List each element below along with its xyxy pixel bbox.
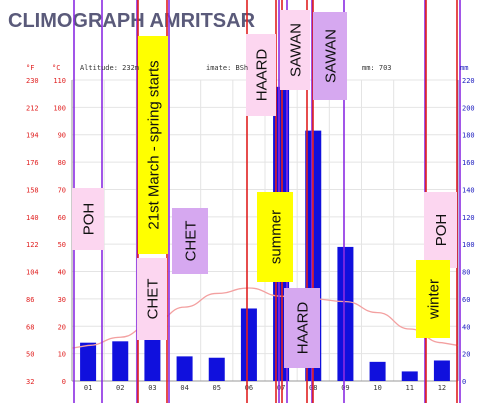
y-tick-mm: 80: [462, 269, 470, 277]
y-tick-celsius: 10: [58, 351, 66, 359]
y-tick-celsius: 0: [62, 378, 66, 386]
precip-bar: [240, 308, 257, 381]
y-tick-fahrenheit: 176: [26, 159, 39, 167]
season-annotation-label: HAARD: [294, 302, 311, 355]
y-tick-mm: 220: [462, 77, 475, 85]
y-tick-fahrenheit: 104: [26, 269, 39, 277]
season-annotation-box: [313, 12, 347, 100]
y-tick-mm: 160: [462, 159, 475, 167]
y-tick-mm: 20: [462, 351, 470, 359]
y-tick-mm: 120: [462, 214, 475, 222]
season-annotation: HAARD: [284, 288, 320, 368]
y-tick-celsius: 80: [58, 159, 66, 167]
y-tick-fahrenheit: 86: [26, 296, 34, 304]
x-tick-label: 09: [341, 384, 349, 392]
y-tick-celsius: 30: [58, 296, 66, 304]
y-tick-fahrenheit: 32: [26, 378, 34, 386]
y-tick-fahrenheit: 212: [26, 104, 39, 112]
y-tick-celsius: 90: [58, 132, 66, 140]
precip-bar: [337, 246, 354, 381]
x-tick-label: 05: [213, 384, 221, 392]
season-annotation: SAWAN: [313, 12, 347, 100]
y-tick-mm: 180: [462, 132, 475, 140]
x-tick-label: 07: [277, 384, 285, 392]
y-tick-mm: 0: [462, 378, 466, 386]
season-annotation: winter: [416, 260, 450, 338]
season-annotation-label: winter: [425, 279, 442, 320]
season-annotation: SAWAN: [280, 10, 310, 90]
x-tick-label: 06: [245, 384, 253, 392]
x-tick-label: 11: [406, 384, 414, 392]
season-annotation-label: summer: [267, 210, 284, 264]
season-annotation-label: SAWAN: [287, 23, 304, 77]
season-annotation-box: [257, 192, 293, 282]
y-tick-fahrenheit: 230: [26, 77, 39, 85]
precip-bar: [369, 361, 386, 381]
season-annotation-box: [246, 34, 276, 116]
y-tick-celsius: 50: [58, 241, 66, 249]
precip-bar: [208, 357, 225, 381]
y-tick-celsius: 40: [58, 269, 66, 277]
y-tick-fahrenheit: 122: [26, 241, 39, 249]
unit-label-fahrenheit: °F: [26, 64, 34, 72]
y-tick-mm: 60: [462, 296, 470, 304]
precip-bar: [433, 360, 450, 381]
y-tick-celsius: 110: [53, 77, 66, 85]
precip-info: mm: 703: [362, 64, 392, 72]
x-tick-label: 03: [148, 384, 156, 392]
season-annotation-label: 21st March - spring starts: [146, 60, 163, 229]
climate-info: imate: BSh: [206, 64, 248, 72]
unit-label-mm: mm: [460, 64, 468, 72]
season-annotation-box: [280, 10, 310, 90]
season-annotation: POH: [72, 188, 104, 250]
season-annotation-box: [72, 188, 104, 250]
y-tick-mm: 140: [462, 186, 475, 194]
season-annotation-box: [137, 258, 167, 340]
season-annotation: POH: [424, 192, 457, 268]
altitude-info: Altitude: 232m: [80, 64, 139, 72]
season-annotation-label: POH: [433, 214, 450, 247]
precip-bar: [80, 342, 97, 381]
y-tick-celsius: 70: [58, 186, 66, 194]
season-annotation: summer: [257, 192, 293, 282]
y-tick-celsius: 20: [58, 323, 66, 331]
precip-bar: [144, 329, 161, 381]
x-tick-label: 01: [84, 384, 92, 392]
season-annotation-label: HAARD: [253, 49, 270, 102]
season-annotation: 21st March - spring starts: [138, 36, 168, 254]
precip-bar: [112, 341, 129, 381]
y-tick-mm: 40: [462, 323, 470, 331]
season-annotation-box: [138, 36, 168, 254]
chart-title: CLIMOGRAPH AMRITSAR: [8, 10, 256, 32]
precip-bar: [401, 371, 418, 381]
season-annotation-box: [424, 192, 457, 268]
season-annotation-label: CHET: [182, 221, 199, 262]
x-tick-label: 02: [116, 384, 124, 392]
y-tick-fahrenheit: 140: [26, 214, 39, 222]
y-tick-fahrenheit: 68: [26, 323, 34, 331]
season-annotation: CHET: [172, 208, 208, 274]
y-tick-fahrenheit: 50: [26, 351, 34, 359]
precip-bar: [176, 356, 193, 381]
season-annotation-label: SAWAN: [322, 29, 339, 83]
x-tick-label: 04: [180, 384, 188, 392]
season-annotation-box: [416, 260, 450, 338]
y-tick-celsius: 60: [58, 214, 66, 222]
y-tick-fahrenheit: 194: [26, 132, 39, 140]
season-annotation: HAARD: [246, 34, 276, 116]
y-tick-fahrenheit: 158: [26, 186, 39, 194]
unit-label-celsius: °C: [52, 64, 60, 72]
season-annotation-box: [172, 208, 208, 274]
y-tick-celsius: 100: [53, 104, 66, 112]
y-tick-mm: 100: [462, 241, 475, 249]
x-tick-label: 12: [438, 384, 446, 392]
x-tick-label: 10: [373, 384, 381, 392]
season-annotation: CHET: [137, 258, 167, 340]
season-annotation-label: CHET: [144, 279, 161, 320]
season-annotation-label: POH: [80, 203, 97, 236]
y-tick-mm: 200: [462, 104, 475, 112]
season-annotation-box: [284, 288, 320, 368]
